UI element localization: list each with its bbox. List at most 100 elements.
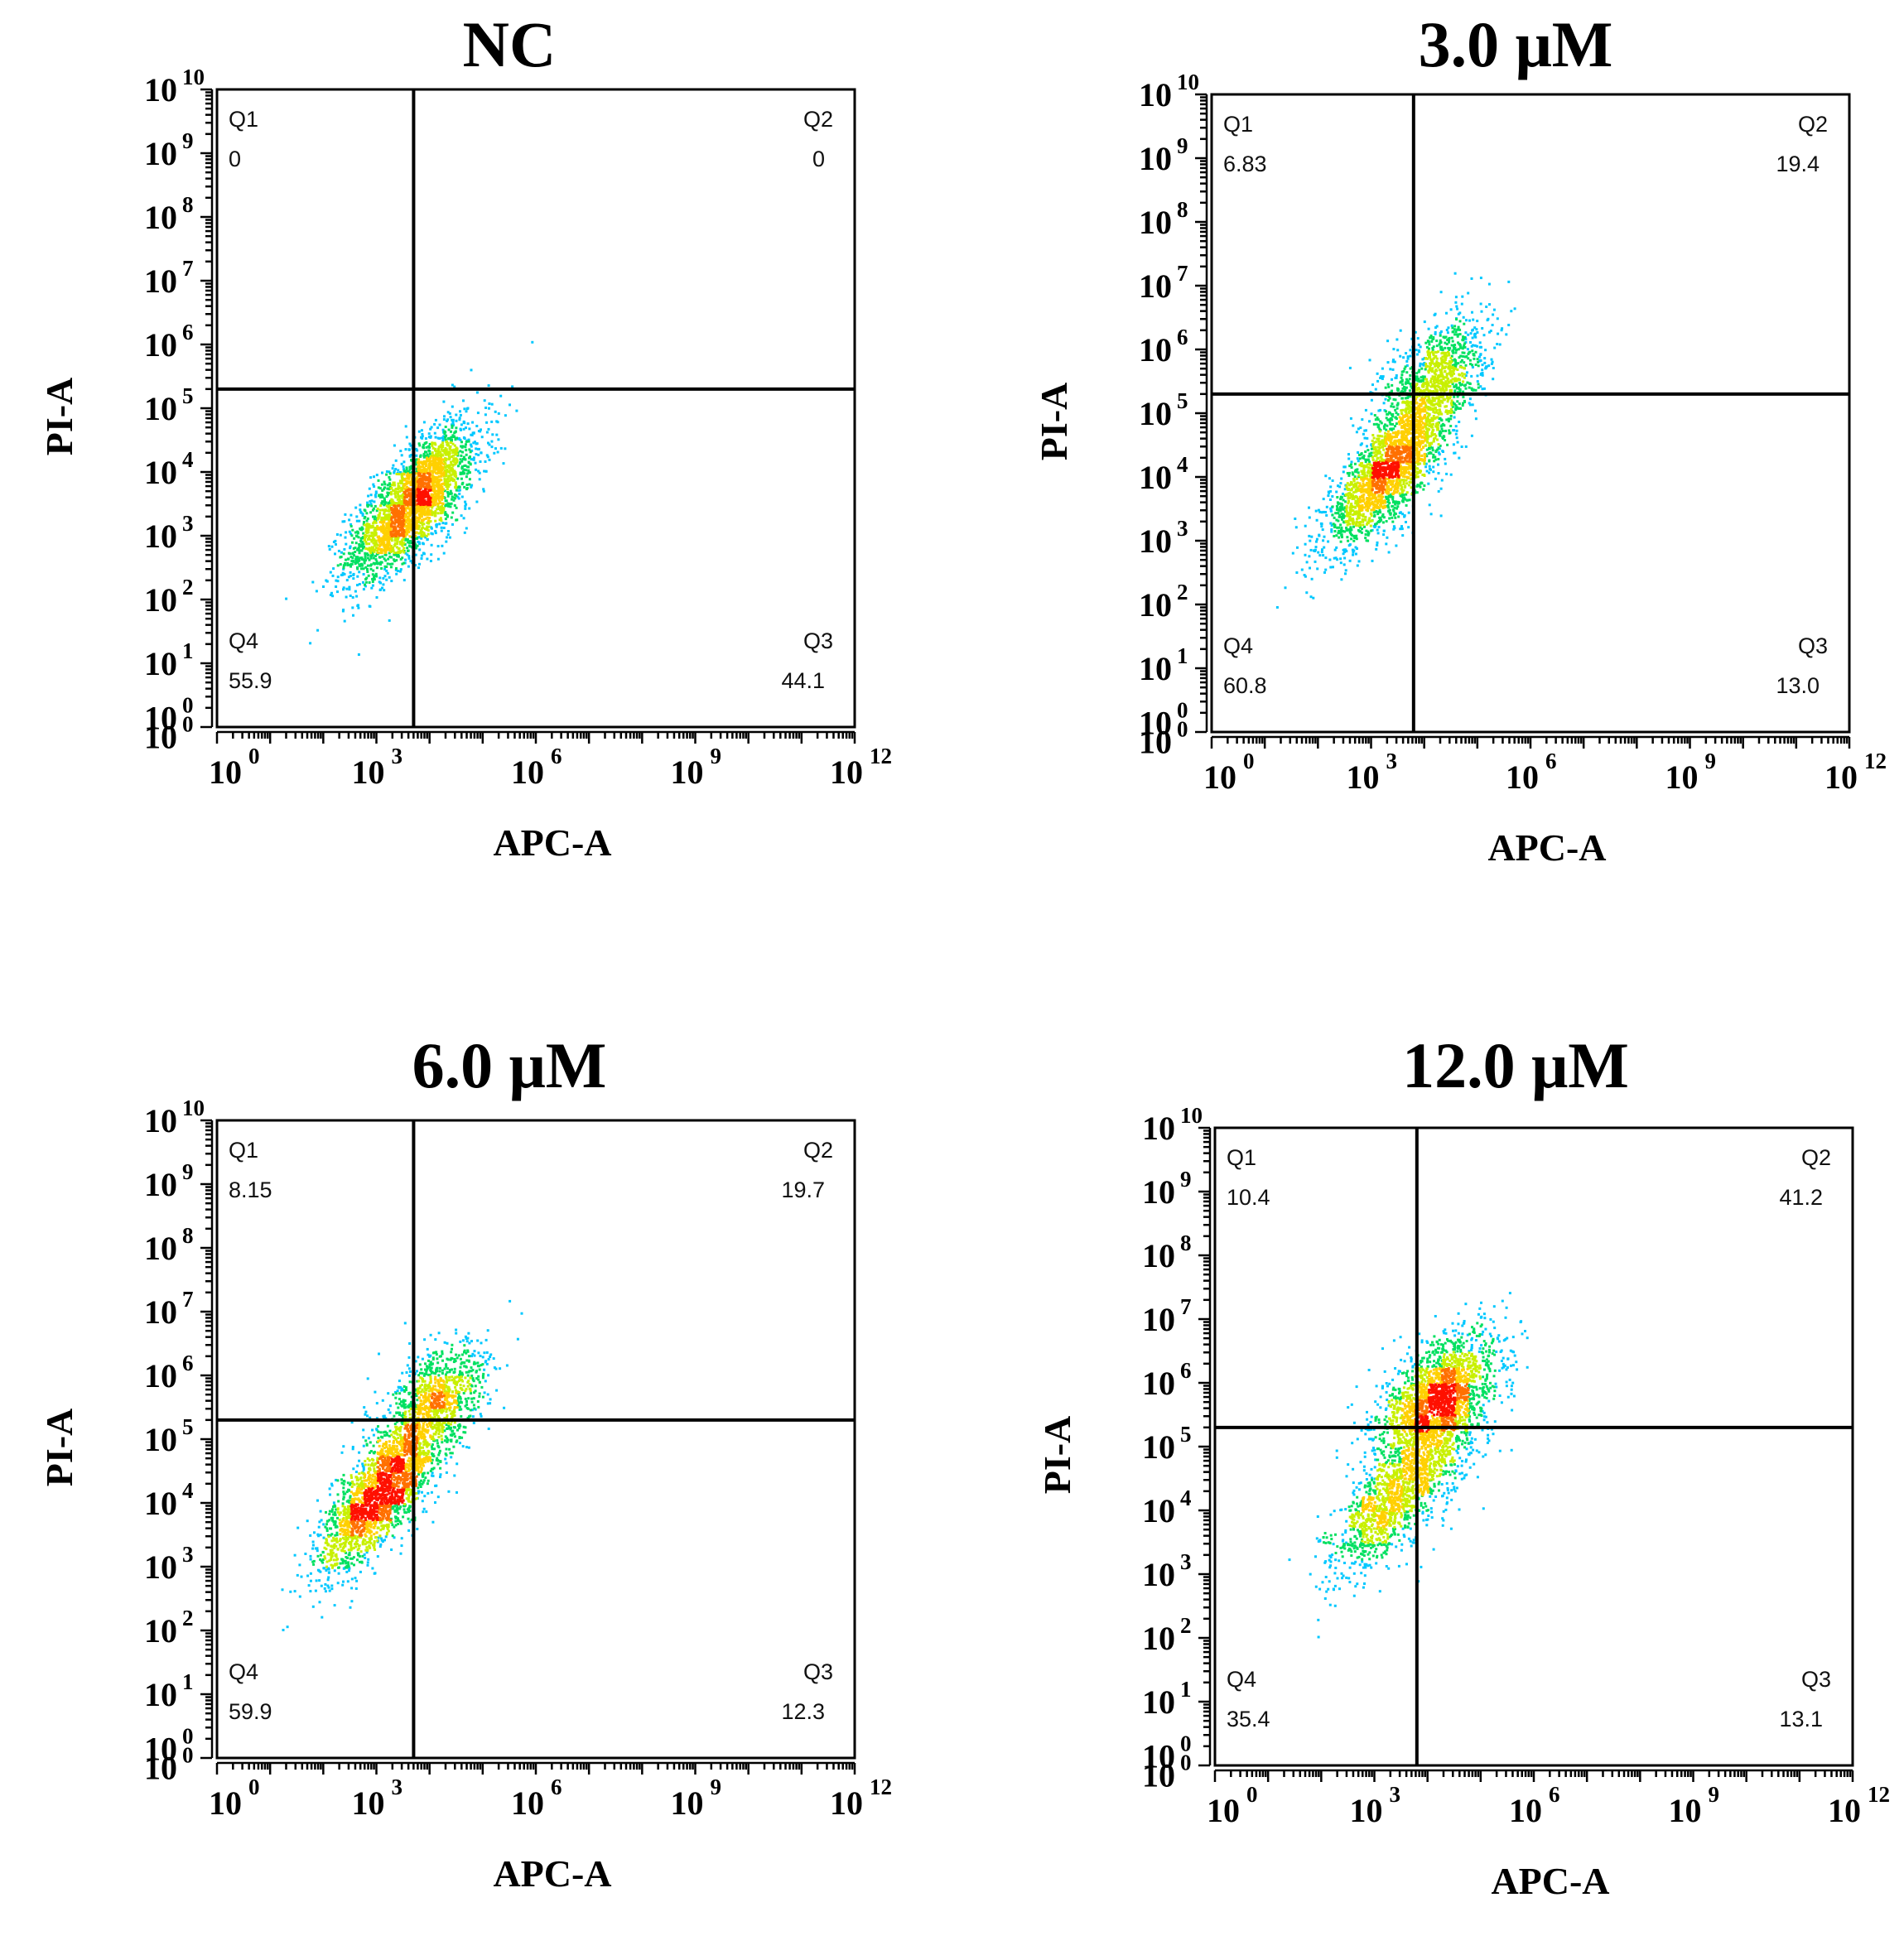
event-dot [431,503,434,507]
event-dot [1458,311,1462,315]
event-dot [415,523,418,526]
event-dot [1418,350,1421,354]
event-dot [455,457,458,460]
event-dot [1402,356,1405,359]
event-dot [1455,436,1458,440]
event-dot [1324,474,1328,478]
event-dot [1390,427,1393,431]
event-dot [1434,406,1437,409]
event-dot [1331,513,1334,517]
event-dot [405,501,408,504]
event-dot [1405,371,1409,374]
event-dot [1343,465,1347,469]
event-dot [454,448,457,451]
event-dot [1447,326,1450,330]
event-dot [482,489,485,493]
event-dot [1386,412,1389,416]
event-dot [1457,362,1460,365]
event-dot [1440,370,1443,373]
x-tick-exponent: 6 [551,744,562,768]
event-dot [406,532,409,536]
event-dot [383,557,386,561]
event-dot [1446,384,1449,388]
event-dot [384,544,388,547]
event-dot [426,508,429,512]
event-dot [349,571,352,574]
event-dot [1376,417,1379,419]
event-dot [396,537,399,541]
event-dot [1329,485,1333,489]
event-dot [1450,374,1453,378]
event-dot [1386,418,1390,421]
event-dot [1337,532,1340,535]
event-dot [405,466,408,470]
event-dot [462,427,465,431]
event-dot [1347,453,1350,456]
event-dot [374,494,377,497]
event-dot [429,485,432,489]
event-dot [1402,479,1405,482]
event-dot [1434,455,1437,459]
event-dot [1439,433,1441,436]
event-dot [1376,456,1380,460]
event-dot [1344,500,1347,503]
event-dot [1394,501,1397,504]
event-dot [1363,471,1367,474]
event-dot [1395,422,1398,426]
plot-frame [1210,93,1851,734]
event-dot [1444,457,1447,460]
event-dot [1391,504,1394,508]
event-dot [1450,344,1453,347]
event-dot [1432,399,1435,402]
event-dot [418,514,422,518]
event-dot [384,550,388,553]
event-dot [454,497,456,500]
event-dot [1410,385,1413,388]
event-dot [407,555,411,558]
event-dot [1429,418,1432,421]
event-dot [451,470,454,473]
event-dot [405,515,408,518]
event-dot [1422,363,1425,366]
event-dot [1339,506,1342,508]
event-dot [460,495,464,498]
event-dot [387,518,390,522]
event-dot [356,566,359,569]
event-dot [451,418,455,421]
event-dot [1453,372,1455,375]
event-dot [1330,509,1333,513]
event-dot [368,523,371,526]
event-dot [480,451,483,455]
event-dot [334,539,337,542]
event-dot [1370,447,1373,450]
event-dot [1354,499,1357,503]
event-dot [396,551,399,554]
event-dot [1381,435,1384,438]
event-dot [1409,367,1412,370]
event-dot [1484,349,1487,352]
event-dot [393,529,396,532]
event-dot [438,484,441,487]
event-dot [1318,554,1322,557]
event-dot [1461,404,1464,407]
event-dot [1415,396,1419,398]
event-dot [1352,473,1355,476]
event-dot [1444,351,1448,354]
event-dot [1400,527,1404,531]
event-dot [420,532,423,536]
event-dot [446,411,450,414]
event-dot [1400,479,1404,482]
event-dot [1358,464,1362,467]
event-dot [424,501,427,504]
event-dot [462,399,465,402]
event-dot [427,510,430,513]
event-dot [423,509,427,513]
event-dot [420,504,423,508]
event-dot [1450,324,1453,327]
event-dot [1346,536,1349,539]
event-dot [364,554,367,557]
event-dot [1434,370,1437,373]
event-dot [1433,362,1436,365]
event-dot [1439,373,1443,377]
event-dot [1386,504,1390,507]
